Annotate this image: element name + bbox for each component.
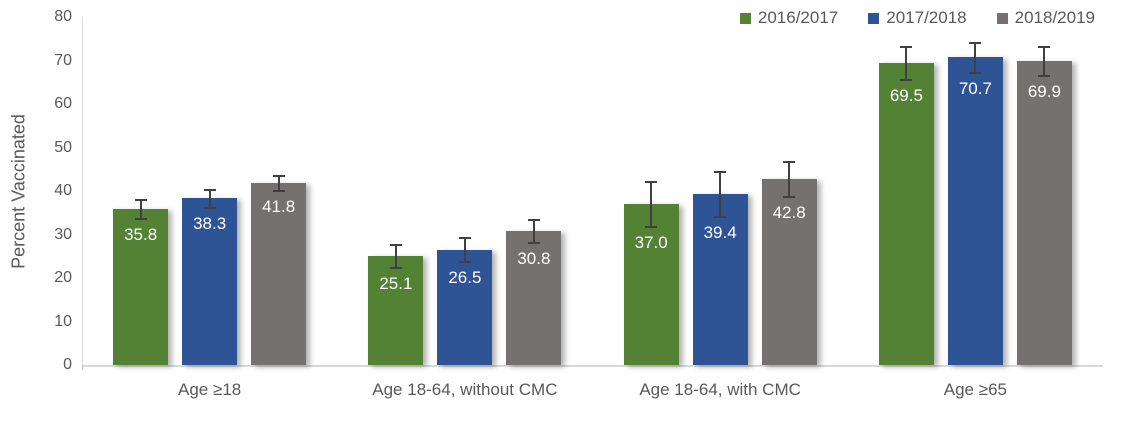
y-tick-label: 10: [54, 312, 72, 330]
legend-item: 2018/2019: [996, 8, 1095, 28]
category-label: Age ≥18: [178, 380, 242, 399]
error-bar-cap-bottom: [783, 195, 796, 198]
y-tick-label: 60: [54, 95, 72, 112]
error-bar-line: [394, 243, 397, 268]
category-label: Age 18-64, with CMC: [639, 380, 801, 399]
error-bar-cap-bottom: [1038, 74, 1051, 77]
error-bar-line: [277, 174, 280, 192]
bar-value-label: 70.7: [958, 79, 992, 99]
category-label: Age ≥65: [943, 380, 1007, 399]
y-tick-label: 80: [54, 8, 72, 25]
error-bar-cap-top: [203, 189, 216, 192]
x-axis-origin-tick: [82, 365, 83, 370]
y-tick-label: 70: [54, 51, 72, 69]
bar: [692, 193, 748, 365]
error-bar-cap-top: [527, 218, 540, 221]
error-bar-line: [463, 237, 466, 263]
legend-item: 2017/2018: [868, 8, 967, 28]
bar-value-label: 41.8: [262, 197, 296, 217]
error-bar-cap-top: [645, 181, 658, 184]
error-bar-cap-bottom: [714, 215, 727, 218]
error-bar-cap-bottom: [134, 218, 147, 221]
x-axis-line: [82, 365, 1103, 367]
error-bar-line: [905, 45, 908, 80]
error-bar-line: [719, 170, 722, 217]
error-bar-cap-bottom: [203, 206, 216, 209]
y-axis-title: Percent Vaccinated: [8, 114, 29, 269]
error-bar-line: [532, 218, 535, 244]
y-axis-line: [82, 17, 83, 365]
bar-value-label: 38.3: [193, 213, 227, 233]
y-tick-label: 20: [54, 269, 72, 286]
error-bar-cap-bottom: [900, 78, 913, 81]
bar-value-label: 35.8: [124, 225, 158, 245]
bar: [251, 183, 307, 365]
error-bar-line: [650, 181, 653, 227]
y-tick-label: 40: [54, 182, 72, 199]
legend: 2016/2017 2017/2018 2018/2019: [739, 8, 1095, 28]
bar: [947, 57, 1003, 365]
error-bar-cap-top: [272, 174, 285, 177]
legend-label: 2017/2018: [886, 8, 967, 27]
error-bar-cap-bottom: [389, 266, 402, 269]
bar-value-label: 69.5: [889, 85, 923, 105]
category-label: Age 18-64, without CMC: [372, 380, 558, 399]
legend-swatch: [868, 12, 880, 24]
error-bar-line: [1043, 46, 1046, 76]
bar: [506, 231, 562, 365]
y-tick-label: 0: [63, 356, 72, 373]
bar-value-label: 26.5: [448, 268, 482, 288]
legend-label: 2018/2019: [1014, 8, 1095, 27]
bar: [761, 178, 817, 365]
bar: [878, 62, 934, 365]
error-bar-cap-top: [714, 170, 727, 173]
error-bar-line: [139, 199, 142, 220]
error-bar-cap-top: [1038, 46, 1051, 49]
legend-swatch: [996, 12, 1008, 24]
bar-value-label: 42.8: [772, 202, 806, 222]
error-bar-cap-top: [458, 237, 471, 240]
legend-label: 2016/2017: [757, 8, 839, 27]
error-bar-cap-top: [900, 45, 913, 48]
error-bar-cap-bottom: [527, 242, 540, 245]
error-bar-cap-bottom: [458, 261, 471, 264]
y-tick-label: 30: [54, 225, 72, 243]
error-bar-line: [208, 189, 211, 208]
bar: [113, 209, 169, 365]
error-bar-line: [974, 41, 977, 74]
bar-value-label: 37.0: [634, 232, 668, 252]
bar: [1016, 60, 1072, 365]
error-bar-cap-top: [969, 41, 982, 44]
bar: [368, 255, 424, 365]
error-bar-cap-bottom: [272, 190, 285, 193]
bar: [623, 204, 679, 365]
legend-swatch: [739, 12, 751, 24]
error-bar-cap-top: [134, 199, 147, 202]
legend-item: 2016/2017: [739, 8, 839, 28]
bar: [182, 198, 238, 365]
error-bar-cap-bottom: [969, 72, 982, 75]
y-tick-label: 50: [54, 138, 72, 156]
error-bar-cap-top: [783, 160, 796, 163]
error-bar-line: [788, 160, 791, 197]
bar-value-label: 39.4: [703, 222, 737, 242]
error-bar-cap-bottom: [645, 225, 658, 228]
bar-value-label: 25.1: [379, 273, 413, 293]
bar-value-label: 30.8: [517, 249, 551, 269]
error-bar-cap-top: [389, 243, 402, 246]
bar: [437, 249, 493, 365]
bar-value-label: 69.9: [1027, 81, 1061, 101]
